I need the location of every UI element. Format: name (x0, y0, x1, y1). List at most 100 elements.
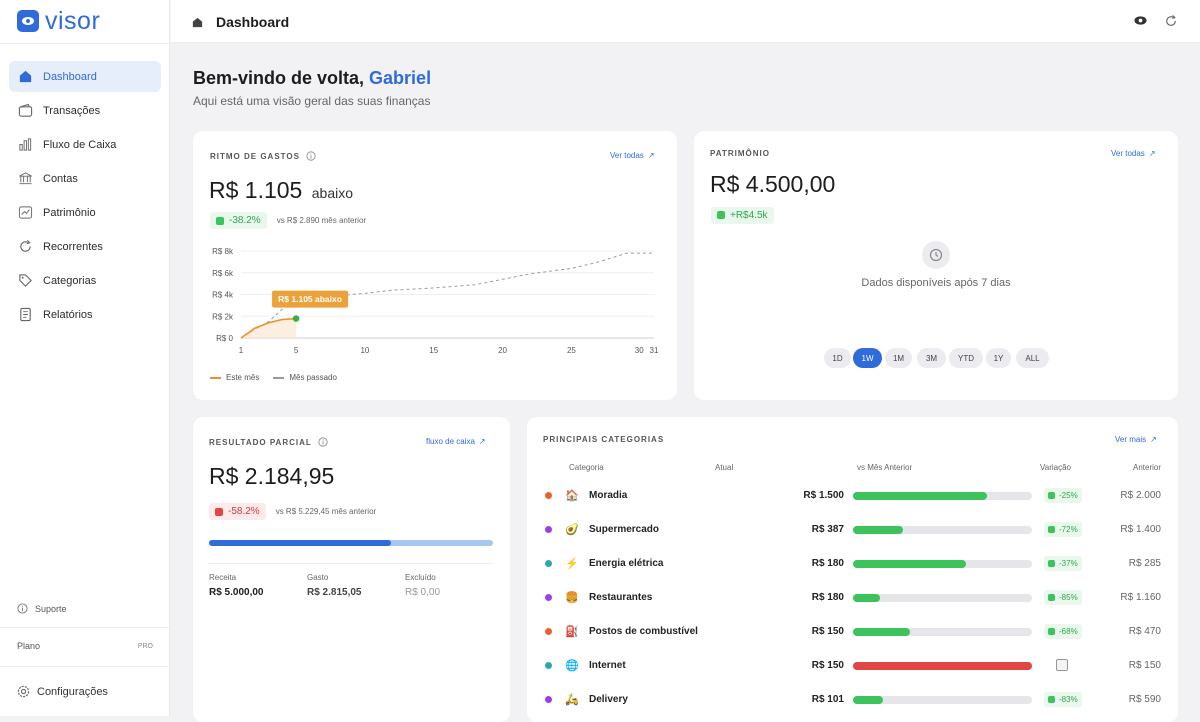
plan-label: Plano (17, 641, 41, 651)
category-current: R$ 1.500 (803, 490, 844, 501)
category-bar-fill (853, 594, 880, 602)
refresh-icon[interactable] (1165, 15, 1177, 27)
sidebar-item-patrimônio[interactable]: Patrimônio (9, 197, 161, 228)
tooltip-box (272, 290, 349, 308)
excluded-block: Excluído R$ 0,00 (405, 573, 440, 598)
partial-change-badge: -58.2% (209, 503, 266, 520)
range-button-1m[interactable]: 1M (885, 348, 912, 368)
sidebar-item-recorrentes[interactable]: Recorrentes (9, 231, 161, 262)
category-name: Restaurantes (589, 592, 653, 603)
sidebar: visor Dashboard Transações Fluxo de Caixa C… (0, 0, 170, 716)
table-row[interactable]: 🥑 Supermercado R$ 387 -72% R$ 1.400 (527, 513, 1178, 547)
table-row[interactable]: 🛵 Delivery R$ 101 -83% R$ 590 (527, 683, 1178, 717)
spending-change-row: -38.2% vs R$ 2.890 mês anterior (210, 212, 366, 229)
range-button-ytd[interactable]: YTD (949, 348, 983, 368)
networth-change-badge: +R$4.5k (711, 206, 774, 224)
spending-title: RITMO DE GASTOS (210, 151, 316, 161)
cashflow-link[interactable]: fluxo de caixa ↗ (426, 437, 486, 446)
dashboard-icon (17, 69, 33, 85)
category-bar-fill (853, 526, 904, 534)
sidebar-item-dashboard[interactable]: Dashboard (9, 61, 161, 92)
spending-chart: R$ 8kR$ 6kR$ 4kR$ 2kR$ 01 5 10 15 20 25 30 31R$… (212, 247, 659, 355)
range-button-3m[interactable]: 3M (917, 348, 946, 368)
variation-value: -83% (1059, 695, 1078, 704)
range-button-1w[interactable]: 1W (853, 348, 882, 368)
spent-block: Gasto R$ 2.815,05 (307, 573, 362, 598)
sidebar-item-contas[interactable]: Contas (9, 163, 161, 194)
spending-change-value: -38.2% (229, 215, 261, 226)
eye-icon[interactable] (1134, 15, 1147, 26)
info-icon[interactable] (318, 437, 328, 447)
cashflow-link-text: fluxo de caixa (426, 437, 475, 446)
welcome-prefix: Bem-vindo de volta, (193, 68, 365, 88)
x-tick-label: 25 (567, 346, 576, 355)
partial-progress-fill (209, 540, 391, 546)
variation-badge: -85% (1044, 590, 1082, 605)
category-name: Moradia (589, 490, 628, 501)
category-bar (853, 662, 1032, 670)
trend-down-icon (215, 507, 223, 516)
table-row[interactable]: 🌐 Internet R$ 150 R$ 150 (527, 649, 1178, 683)
logo-icon (17, 10, 39, 32)
category-current: R$ 101 (811, 694, 844, 705)
networth-title: PATRIMÔNIO (710, 149, 770, 158)
report-icon (17, 307, 33, 323)
support-link[interactable]: Suporte (17, 603, 67, 614)
spending-amount-suffix: abaixo (311, 185, 354, 201)
x-tick-label: 15 (429, 346, 438, 355)
sidebar-item-transações[interactable]: Transações (9, 95, 161, 126)
spending-view-all-link[interactable]: Ver todas ↗ (610, 151, 655, 160)
info-icon[interactable] (306, 151, 316, 161)
variation-value: -85% (1059, 593, 1078, 602)
table-row[interactable]: ⛽ Postos de combustível R$ 150 -68% R$ 4… (527, 615, 1178, 649)
category-previous: R$ 1.160 (1120, 592, 1161, 603)
legend-this-label: Este mês (226, 373, 260, 382)
category-previous: R$ 2.000 (1120, 490, 1161, 501)
header-category: Categoria (569, 463, 604, 472)
partial-title: RESULTADO PARCIAL (209, 437, 328, 447)
category-icon: 🥑 (565, 524, 579, 536)
y-tick-label: R$ 2k (212, 312, 234, 321)
category-dot (545, 492, 552, 499)
networth-card: PATRIMÔNIO Ver todas ↗ R$ 4.500,00 +R$4.… (694, 131, 1178, 400)
networth-view-all-link[interactable]: Ver todas ↗ (1111, 149, 1156, 158)
variation-value: -37% (1059, 559, 1078, 568)
variation-badge: -72% (1044, 522, 1082, 537)
header-variation: Variação (1040, 463, 1071, 472)
divider (209, 563, 493, 564)
refresh-icon (17, 239, 33, 255)
range-button-1y[interactable]: 1Y (986, 348, 1011, 368)
variation-value: -25% (1059, 491, 1078, 500)
variation-value: -72% (1059, 525, 1078, 534)
range-button-all[interactable]: ALL (1016, 348, 1049, 368)
header-previous: Anterior (1132, 463, 1161, 472)
spent-label: Gasto (307, 573, 329, 582)
sidebar-item-relatórios[interactable]: Relatórios (9, 299, 161, 330)
wallet-icon (17, 103, 33, 119)
sidebar-divider (0, 627, 170, 628)
category-dot (545, 594, 552, 601)
networth-change-row: +R$4.5k (711, 206, 774, 224)
y-tick-label: R$ 0 (216, 334, 233, 343)
partial-compare-text: vs R$ 5.229,45 mês anterior (275, 507, 377, 516)
table-row[interactable]: 🍔 Restaurantes R$ 180 -85% R$ 1.160 (527, 581, 1178, 615)
trend-down-icon (1048, 526, 1055, 533)
settings-link[interactable]: Configurações (17, 685, 108, 698)
sidebar-item-fluxo-de-caixa[interactable]: Fluxo de Caixa (9, 129, 161, 160)
trend-down-icon (216, 216, 224, 225)
category-current: R$ 180 (811, 558, 844, 569)
logo[interactable]: visor (17, 9, 100, 34)
table-row[interactable]: ⚡ Energia elétrica R$ 180 -37% R$ 285 (527, 547, 1178, 581)
external-link-icon: ↗ (647, 151, 655, 160)
sidebar-item-categorias[interactable]: Categorias (9, 265, 161, 296)
spending-link-text: Ver todas (610, 151, 644, 160)
y-tick-label: R$ 8k (212, 247, 234, 256)
variation-badge: -68% (1044, 624, 1082, 639)
dashboard-icon (192, 17, 203, 27)
range-button-1d[interactable]: 1D (824, 348, 851, 368)
category-bar-fill (853, 696, 884, 704)
sidebar-item-label: Contas (43, 172, 78, 185)
table-row[interactable]: 🏠 Moradia R$ 1.500 -25% R$ 2.000 (527, 479, 1178, 513)
categories-view-more-link[interactable]: Ver mais ↗ (1115, 435, 1157, 444)
trend-down-icon (1048, 696, 1055, 703)
